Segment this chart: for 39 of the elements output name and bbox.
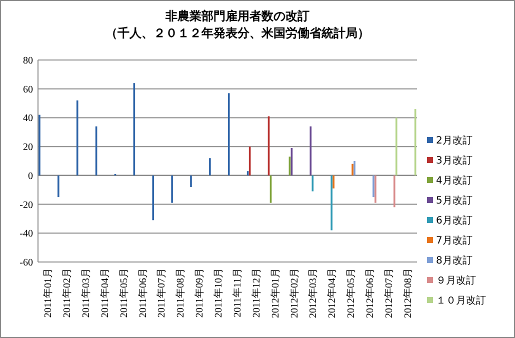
x-tick-label: 2011年11月 bbox=[231, 268, 244, 318]
y-tick-label: -40 bbox=[20, 228, 33, 240]
y-tick-label: 0 bbox=[28, 170, 33, 182]
chart-subtitle: （千人、２０１２年発表分、米国労働省統計局） bbox=[106, 26, 370, 40]
legend-label: 3月改訂 bbox=[436, 154, 472, 166]
x-tick-label: 2012年05月 bbox=[345, 268, 358, 318]
x-tick-label: 2012年03月 bbox=[307, 268, 320, 318]
legend-label: 4月改訂 bbox=[436, 174, 472, 186]
legend-label: 6月改訂 bbox=[436, 214, 472, 226]
y-tick-label: -60 bbox=[20, 258, 33, 268]
x-tick-label: 2012年08月 bbox=[402, 268, 414, 318]
y-tick-label: 60 bbox=[23, 84, 33, 96]
x-tick-label: 2012年07月 bbox=[382, 268, 395, 318]
x-tick-label: 2011年08月 bbox=[174, 268, 187, 318]
x-tick-label: 2011年07月 bbox=[156, 268, 168, 318]
x-tick-label: 2011年04月 bbox=[98, 268, 111, 318]
legend-label: 8月改訂 bbox=[436, 254, 472, 266]
x-tick-label: 2011年05月 bbox=[118, 268, 130, 318]
x-tick-label: 2012年06月 bbox=[364, 268, 376, 318]
legend-label: １０月改訂 bbox=[436, 294, 486, 306]
y-tick-label: -20 bbox=[20, 200, 33, 211]
x-tick-label: 2011年03月 bbox=[80, 268, 92, 318]
legend-label: ９月改訂 bbox=[436, 274, 476, 286]
x-tick-label: 2012年01月 bbox=[269, 268, 282, 318]
legend-label: 7月改訂 bbox=[436, 234, 472, 246]
x-tick-label: 2011年01月 bbox=[42, 268, 54, 318]
legend-label: 2月改訂 bbox=[436, 134, 472, 146]
y-tick-label: 80 bbox=[23, 56, 33, 66]
x-tick-label: 2011年06月 bbox=[136, 268, 149, 318]
x-tick-label: 2012年04月 bbox=[326, 268, 338, 318]
legend-label: 5月改訂 bbox=[436, 194, 472, 206]
x-tick-label: 2011年12月 bbox=[250, 268, 262, 318]
chart-title: 非農業部門雇用者数の改訂 bbox=[164, 9, 310, 23]
x-tick-label: 2011年02月 bbox=[61, 268, 74, 318]
y-tick-label: 40 bbox=[23, 113, 33, 124]
y-tick-label: 20 bbox=[23, 142, 33, 154]
x-tick-label: 2011年09月 bbox=[194, 268, 206, 318]
x-tick-label: 2011年10月 bbox=[212, 268, 225, 318]
x-tick-label: 2012年02月 bbox=[288, 268, 300, 318]
